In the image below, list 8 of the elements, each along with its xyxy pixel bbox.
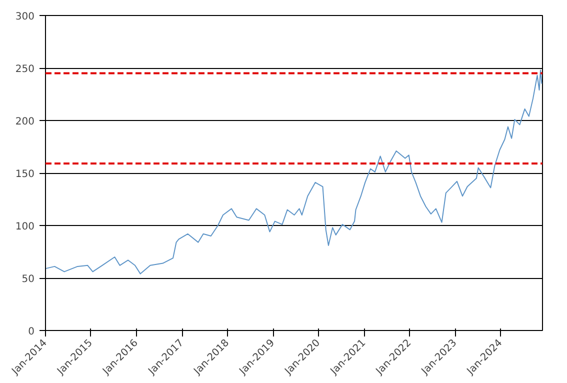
line-series xyxy=(46,70,542,274)
y-tick-label: 200 xyxy=(15,116,35,128)
y-tick-label: 50 xyxy=(22,274,35,285)
y-tick-label: 150 xyxy=(15,169,35,180)
y-tick-label: 100 xyxy=(15,222,35,232)
y-tick-label: 0 xyxy=(28,326,35,338)
y-tick-label: 250 xyxy=(15,64,35,75)
y-tick-label: 300 xyxy=(15,12,35,22)
